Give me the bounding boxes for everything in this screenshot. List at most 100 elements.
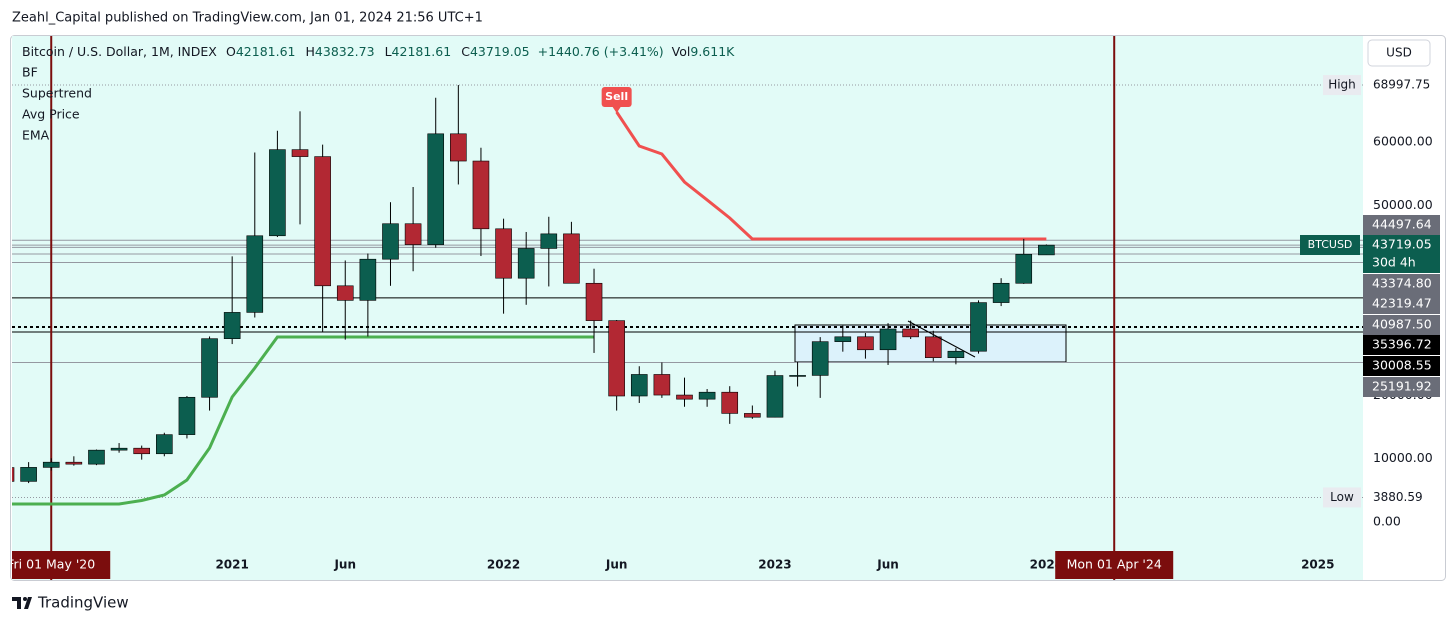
legend-key: L [385, 44, 392, 59]
plot-background [12, 36, 1363, 580]
candle-body [879, 328, 897, 351]
indicator-name: Supertrend [22, 86, 92, 101]
crosshair-tag-text: Fri 01 May '20 [7, 557, 95, 572]
legend-value: 43719.05 [470, 44, 530, 59]
x-tick-label: 2024 [1030, 558, 1063, 572]
candle-body [223, 312, 241, 339]
crosshair-tag-box [1055, 551, 1174, 579]
signal-text: Sell [605, 90, 628, 103]
price-tag-text: 43719.05 [1372, 237, 1432, 252]
price-tag-text: 43374.80 [1372, 276, 1432, 291]
candle-body [336, 285, 354, 301]
currency-button[interactable] [1367, 39, 1431, 67]
x-tick-label: 2023 [758, 558, 791, 572]
drawings: Sell [601, 87, 976, 358]
extreme-name: High [1328, 78, 1356, 92]
price-tag [1363, 274, 1440, 294]
candle-body [156, 434, 173, 455]
candle-body [246, 235, 264, 313]
price-tag-text: 25191.92 [1372, 379, 1432, 394]
price-tag [1363, 235, 1440, 273]
candle-body [721, 391, 739, 414]
candle-body [178, 396, 196, 435]
candle-body [382, 223, 399, 260]
candle-body [88, 449, 105, 465]
candle-body [924, 336, 942, 358]
x-tick-label: Jun [605, 558, 628, 572]
legend-key: Vol [672, 44, 691, 59]
candle-body [789, 375, 806, 377]
footer-logo: TradingView [12, 594, 129, 612]
footer-brand: TradingView [37, 594, 129, 612]
legend-symbol: Bitcoin / U.S. Dollar, 1M, INDEX [22, 44, 217, 59]
candle-body [608, 320, 625, 397]
candle-body [857, 336, 874, 351]
candle-body [65, 461, 83, 465]
candle-body [110, 447, 128, 451]
y-tick-label: 60000.00 [1373, 134, 1433, 149]
signal-pointer [612, 107, 621, 113]
symbol-tag [1300, 235, 1360, 255]
x-tick-label: 2022 [487, 558, 520, 572]
price-tag [1363, 335, 1440, 355]
logo-mark [12, 597, 32, 609]
signal-badge [601, 87, 632, 107]
price-tag [1363, 315, 1440, 335]
candle-body [42, 461, 60, 468]
y-tick-label: 10000.00 [1373, 450, 1433, 465]
legend: Bitcoin / U.S. Dollar, 1M, INDEX O42181.6… [22, 44, 735, 143]
price-tag [1363, 215, 1440, 235]
legend-value: 42181.61 [392, 44, 452, 59]
candle-body [811, 341, 829, 376]
extreme-value: 3880.59 [1373, 490, 1423, 504]
crosshair-tag: Mon 01 Apr '24 [1055, 551, 1174, 579]
indicator-name: EMA [22, 128, 50, 143]
candle-body [269, 149, 286, 237]
x-tick-label: 2021 [215, 558, 248, 572]
supertrend-line [615, 111, 1047, 241]
indicator-name: BF [22, 65, 38, 80]
price-tag-text: 35396.72 [1372, 337, 1432, 352]
extreme-value: 68997.75 [1373, 78, 1430, 92]
candle-body [404, 223, 422, 245]
y-tick-label: 50000.00 [1373, 197, 1433, 212]
price-tag [1363, 356, 1440, 376]
candle-body [517, 248, 535, 279]
candle-body [495, 228, 512, 279]
legend-change: +1440.76 (+3.41%) [538, 44, 664, 59]
crosshair-tag-box [12, 551, 111, 579]
candle-body [630, 374, 648, 397]
candle-body [201, 338, 218, 398]
candle-body [698, 391, 716, 400]
trend-line [907, 320, 976, 358]
candle-body [20, 467, 37, 482]
candle-body [766, 375, 784, 418]
candle-body [540, 233, 558, 249]
price-labels: USD High 68997.75 Low 3880.59 44497.64 43719.… [7, 39, 1440, 579]
price-tag [1363, 294, 1440, 314]
candle-body [676, 394, 693, 400]
legend-line: Bitcoin / U.S. Dollar, 1M, INDEX O42181.6… [22, 44, 735, 59]
legend-key: C [461, 44, 470, 59]
legend-value: 9.611K [690, 44, 735, 59]
candle-body [1038, 244, 1055, 256]
price-tag-text: 30008.55 [1372, 358, 1432, 373]
candle-body [12, 467, 15, 482]
crosshair-tag: Fri 01 May '20 [7, 551, 111, 579]
candle-body [744, 413, 761, 418]
candle-body [585, 282, 603, 321]
y-tick-label: 0.00 [1373, 514, 1401, 529]
symbol-tag-text: BTCUSD [1308, 238, 1353, 251]
candle-body [902, 328, 919, 338]
extreme-tag [1323, 75, 1361, 96]
legend-value: 42181.61 [236, 44, 296, 59]
candle-body [291, 149, 309, 157]
candle-body [563, 233, 580, 284]
countdown: 30d 4h [1372, 255, 1416, 270]
price-tag [1363, 377, 1440, 397]
legend-key: H [306, 44, 315, 59]
indicator-name: Avg Price [22, 107, 80, 122]
candle-body [314, 156, 331, 287]
